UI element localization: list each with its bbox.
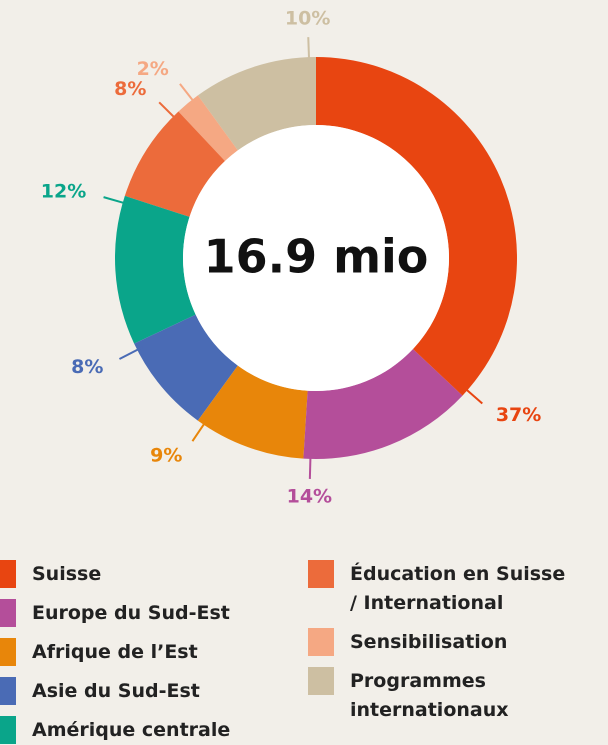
legend-item: Éducation en Suisse / International [308,560,570,618]
legend-item: Sensibilisation [308,628,570,657]
donut-slice [303,349,463,459]
leader-line [308,452,312,479]
donut-slice [124,111,225,217]
data-label: 14% [287,485,332,507]
data-label: 12% [41,181,86,203]
legend-swatch [308,628,334,656]
data-label: 2% [137,58,169,80]
legend-item: Suisse [0,560,290,589]
legend-item: Programmes internationaux [308,667,570,725]
legend-label: Sensibilisation [350,631,508,653]
legend-label: Programmes internationaux [350,670,509,721]
legend-item: Asie du Sud-Est [0,677,290,706]
donut-hole [183,125,449,391]
legend-swatch [0,677,16,705]
donut-slice [197,57,316,151]
legend-label: Asie du Sud-Est [32,680,200,702]
leader-line [191,419,208,442]
legend-swatch [308,560,334,588]
data-label: 9% [150,445,182,467]
leader-line [307,37,311,64]
legend-item: Amérique centrale [0,716,290,745]
donut-slice [197,365,308,459]
legend-label: Éducation en Suisse / International [350,563,566,614]
chart: 37%14%9%8%12%8%2%10%16.9 mio [41,8,542,508]
center-label: 16.9 mio [204,230,429,284]
legend-label: Suisse [32,563,102,585]
legend: Suisse Europe du Sud-Est Afrique de l’Est A… [0,560,290,745]
legend-item: Afrique de l’Est [0,638,290,667]
legend-swatch [308,667,334,695]
donut-slice [115,195,196,344]
leader-line [118,346,144,360]
legend-label: Amérique centrale [32,719,231,741]
leader-line [103,196,129,206]
legend-label: Europe du Sud-Est [32,602,230,624]
legend-item: Europe du Sud-Est [0,599,290,628]
leader-line [462,385,483,405]
donut-slice [316,57,517,396]
legend-label: Afrique de l’Est [32,641,198,663]
data-label: 8% [71,356,103,378]
legend: Éducation en Suisse / International Sensi… [308,560,570,725]
legend-swatch [0,560,16,588]
data-label: 10% [285,8,330,30]
leader-line [158,101,179,122]
data-label: 37% [496,404,541,426]
legend-swatch [0,599,16,627]
legend-swatch [0,716,16,744]
donut-slice [178,95,238,162]
data-label: 8% [114,78,146,100]
leader-line [179,83,197,105]
donut-slice [134,314,238,421]
legend-swatch [0,638,16,666]
